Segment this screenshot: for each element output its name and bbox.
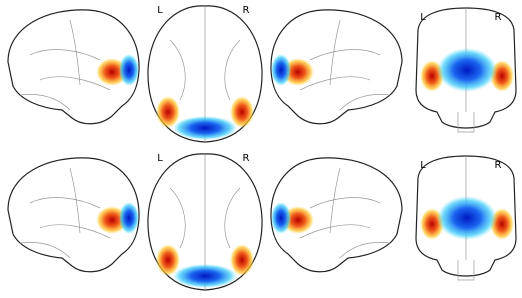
axial-left-label: L <box>157 5 163 16</box>
brain-row: L R L R <box>7 153 517 291</box>
axial-right-label: R <box>243 5 250 16</box>
coronal-right-label: R <box>495 12 502 23</box>
axial-left-label: L <box>157 153 163 164</box>
sagittal-right <box>270 157 403 273</box>
coronal: L R <box>415 7 517 133</box>
sagittal-left <box>7 157 140 273</box>
axial: L R <box>147 153 263 291</box>
sagittal-right <box>270 9 403 125</box>
coronal-left-label: L <box>420 160 426 171</box>
sagittal-left <box>7 9 140 125</box>
coronal: L R <box>415 155 517 281</box>
axial-right-label: R <box>243 153 250 164</box>
brain-row: L R L R <box>7 5 517 143</box>
coronal-left-label: L <box>420 12 426 23</box>
coronal-right-label: R <box>495 160 502 171</box>
axial: L R <box>147 5 263 143</box>
